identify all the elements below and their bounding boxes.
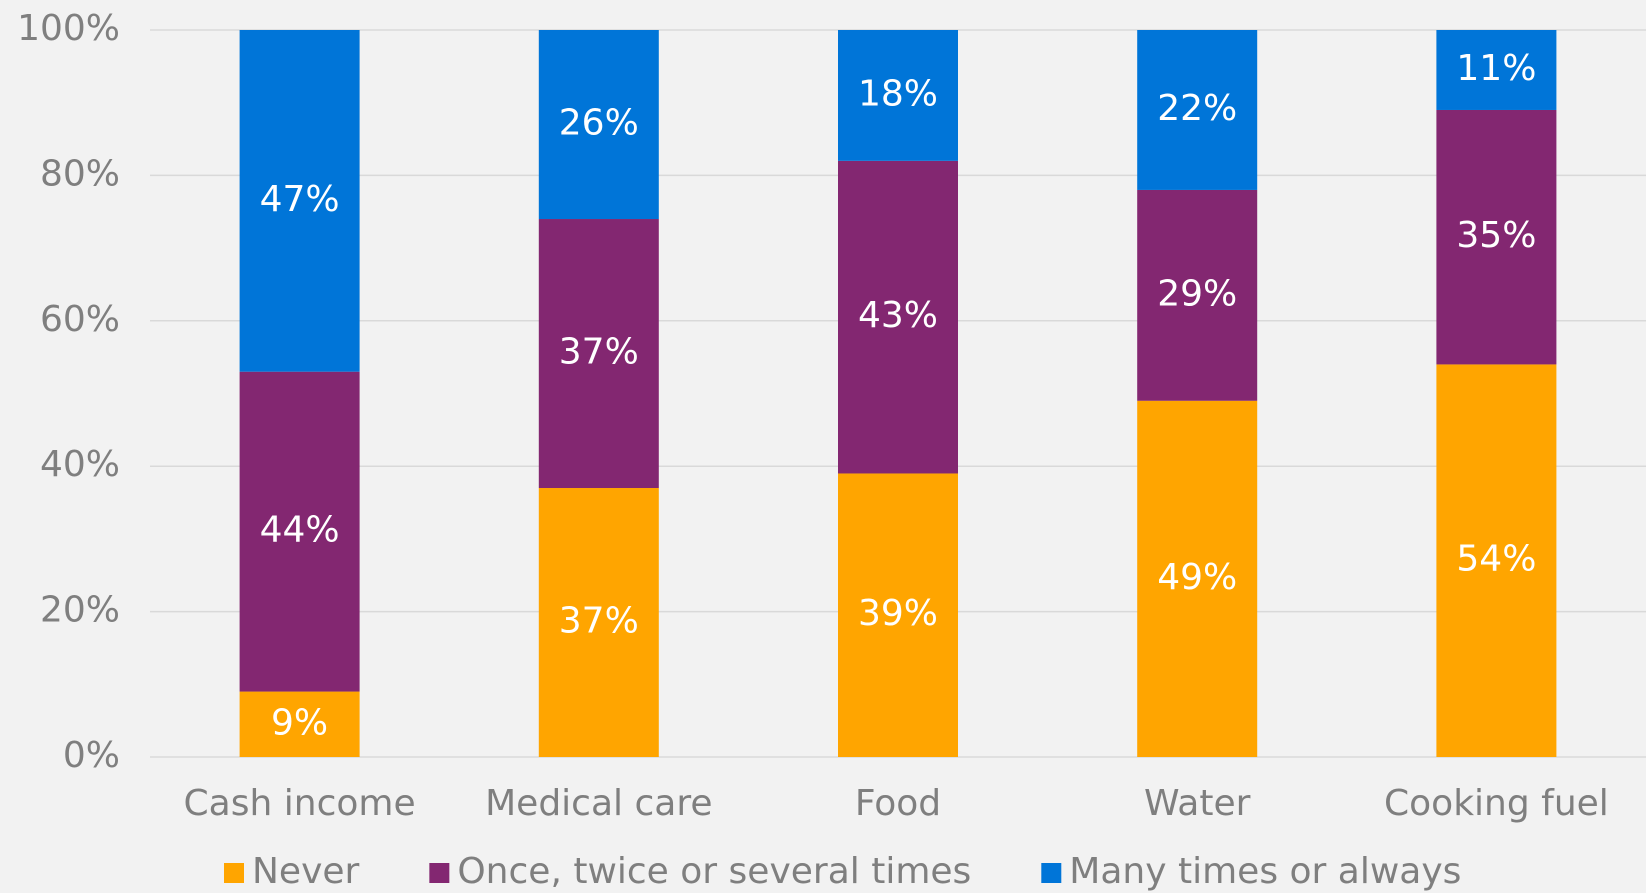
data-label: 29% — [1157, 273, 1237, 314]
data-label: 47% — [260, 179, 340, 220]
bar-segment — [1436, 364, 1557, 757]
bar-segment — [1137, 400, 1258, 757]
legend-label: Once, twice or several times — [457, 851, 971, 892]
data-label: 39% — [858, 593, 938, 634]
bar-segment — [1436, 109, 1557, 365]
bar-segment — [838, 473, 958, 757]
data-label: 44% — [260, 510, 340, 551]
data-label: 37% — [559, 601, 639, 642]
data-label: 49% — [1157, 557, 1237, 598]
legend-label: Many times or always — [1069, 851, 1461, 892]
bar-segment — [838, 30, 958, 161]
bar-segment — [239, 30, 360, 372]
x-tick-label: Cash income — [184, 783, 416, 824]
legend-swatch — [224, 863, 244, 883]
y-tick-label: 20% — [40, 590, 120, 631]
y-tick-label: 80% — [40, 153, 120, 194]
bar-segment — [1137, 30, 1258, 190]
x-tick-label: Food — [855, 783, 941, 824]
bar-segment — [239, 371, 360, 692]
x-tick-label: Medical care — [485, 783, 712, 824]
bar-segment — [239, 691, 360, 757]
x-tick-label: Water — [1144, 783, 1251, 824]
y-tick-label: 40% — [40, 444, 120, 485]
bar-segment — [538, 219, 659, 489]
y-tick-label: 100% — [17, 8, 120, 49]
data-label: 37% — [559, 332, 639, 373]
y-tick-label: 0% — [63, 735, 120, 776]
bar-segment — [1436, 30, 1557, 110]
legend-swatch — [1041, 863, 1062, 883]
data-label: 18% — [858, 73, 938, 114]
legend-label: Never — [252, 851, 360, 892]
bar-segment — [838, 160, 958, 474]
data-label: 11% — [1456, 48, 1536, 89]
y-tick-label: 60% — [40, 299, 120, 340]
data-label: 9% — [271, 702, 328, 743]
bar-segment — [538, 488, 659, 757]
bar-segment — [538, 30, 659, 220]
data-label: 43% — [858, 295, 938, 336]
x-tick-label: Cooking fuel — [1384, 783, 1609, 824]
data-label: 22% — [1157, 88, 1237, 129]
data-label: 26% — [559, 103, 639, 144]
data-label: 35% — [1456, 215, 1536, 256]
data-label: 54% — [1456, 539, 1536, 580]
bar-segment — [1137, 189, 1258, 401]
legend-swatch — [429, 863, 450, 883]
